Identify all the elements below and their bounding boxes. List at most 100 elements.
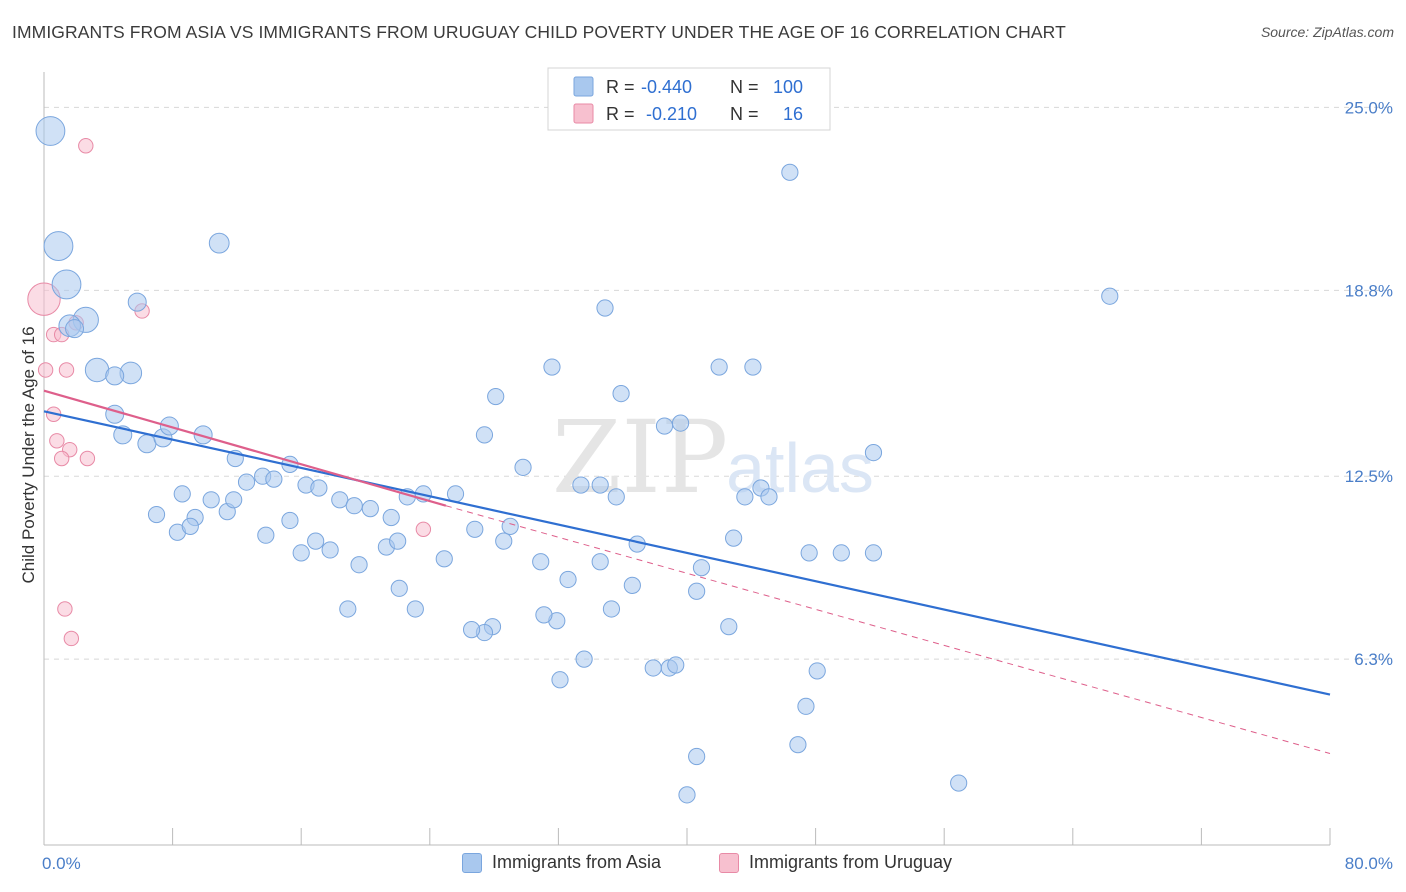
bottom-legend-label-uruguay: Immigrants from Uruguay [749,852,953,872]
asia-point [208,232,230,254]
asia-point [760,488,778,506]
asia-point [345,497,363,515]
asia-point [688,582,706,600]
y-axis-label: Child Poverty Under the Age of 16 [19,326,38,583]
asia-point [800,544,818,562]
asia-point [710,358,728,376]
asia-point [51,269,82,300]
legend: R = -0.440 N = 100 R = -0.210 N = 16 [547,67,831,131]
asia-point [607,488,625,506]
asia-point [202,491,220,509]
legend-r-label-asia: R = [606,77,635,97]
asia-point [789,736,807,754]
asia-point [551,671,569,689]
asia-point [864,443,883,462]
y-tick-labels: 6.3% 12.5% 18.8% 25.0% [1345,98,1393,669]
asia-point [390,579,408,597]
asia-point [181,517,199,535]
legend-n-value-uruguay: 16 [783,104,803,124]
asia-point [678,786,696,804]
legend-swatch-uruguay [573,103,594,124]
asia-point [495,532,513,550]
bottom-legend: Immigrants from Asia Immigrants from Uru… [0,852,1406,878]
asia-point [543,358,561,376]
asia-point [671,414,690,432]
asia-point [781,163,799,181]
asia-point [623,576,641,594]
x-tick-labels: 0.0% 80.0% [42,854,1393,873]
gridlines [44,106,1392,660]
asia-point [644,659,662,677]
y-tick-label: 18.8% [1345,281,1393,300]
legend-n-label-uruguay: N = [730,104,759,124]
asia-point [688,747,706,766]
uruguay-trendline-dashed [445,505,1331,755]
legend-r-value-uruguay: -0.210 [646,104,697,124]
legend-swatch-asia [573,76,594,97]
asia-point [65,319,85,339]
asia-point [808,662,826,680]
asia-point [307,532,325,550]
chart-title: IMMIGRANTS FROM ASIA VS IMMIGRANTS FROM … [12,22,1066,42]
uruguay-point [415,521,432,538]
uruguay-point [78,138,94,154]
bottom-legend-uruguay: Immigrants from Uruguay [719,852,952,873]
asia-point [389,532,407,550]
asia-point [667,656,685,674]
uruguay-point [49,433,65,449]
series-uruguay-points [27,138,432,647]
asia-point [602,600,621,618]
asia-point [147,505,166,524]
asia-point [257,526,275,544]
asia-point [43,231,74,261]
asia-point [559,570,577,589]
y-tick-label: 25.0% [1345,98,1393,117]
legend-n-label-asia: N = [730,77,759,97]
asia-point [572,476,590,494]
asia-point [462,621,481,639]
asia-trendline [43,410,1331,696]
asia-point [281,511,299,530]
asia-point [612,384,630,403]
asia-point [1101,287,1119,305]
asia-point [382,508,400,527]
x-tick-label-min: 0.0% [42,854,81,873]
bottom-legend-swatch-asia [462,852,482,873]
y-tick-label: 12.5% [1345,467,1393,486]
y-tick-label: 6.3% [1354,650,1393,669]
asia-point [265,470,283,488]
bottom-legend-asia: Immigrants from Asia [462,852,661,873]
asia-point [435,550,453,568]
asia-point [35,116,66,146]
asia-point [193,425,213,445]
asia-point [532,553,550,571]
asia-point [406,600,424,618]
x-tick-label-max: 80.0% [1345,854,1393,873]
axes [43,72,1331,846]
asia-point [339,600,357,618]
uruguay-point [57,601,73,617]
asia-point [173,485,191,503]
asia-point [591,476,609,494]
asia-point [466,520,484,538]
asia-point [105,366,125,386]
asia-point [575,650,593,668]
asia-point [535,606,553,624]
asia-point [744,358,762,376]
bottom-legend-swatch-uruguay [719,852,739,873]
uruguay-point [27,282,61,316]
asia-point [832,544,850,562]
asia-point [361,500,379,518]
uruguay-point [37,362,54,378]
uruguay-trendline [43,389,447,507]
asia-point [331,491,349,509]
asia-point [84,357,110,383]
asia-point [127,292,147,312]
asia-point [487,387,505,406]
asia-point [225,491,243,509]
trendlines [43,389,1331,755]
asia-point [692,559,711,577]
uruguay-point [53,450,70,467]
watermark-zip: ZIP [552,399,728,516]
